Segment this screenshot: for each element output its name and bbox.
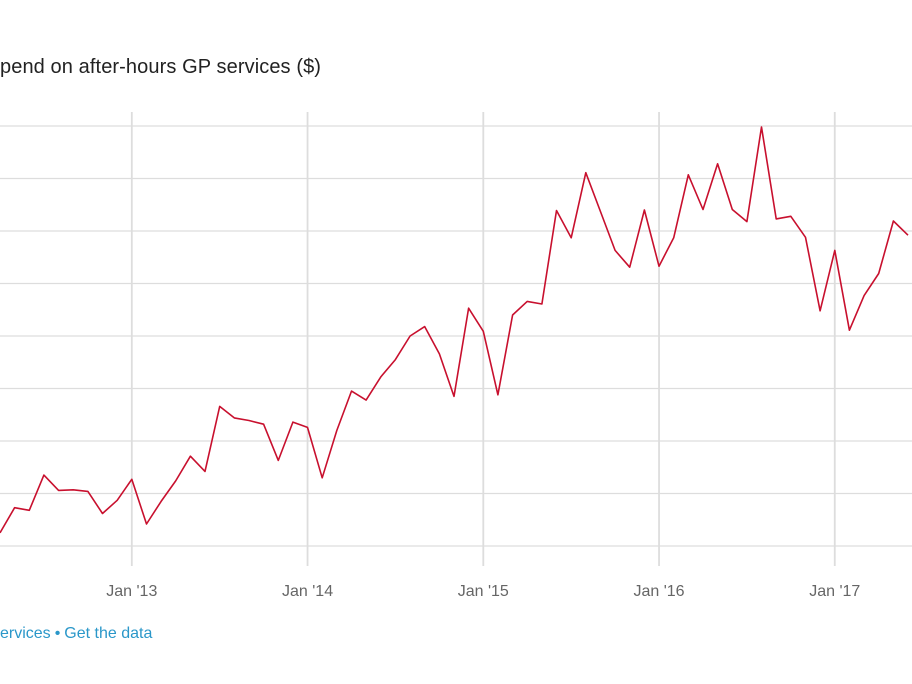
x-tick-label: Jan '14 (282, 583, 333, 600)
x-tick-label: Jan '17 (809, 583, 860, 600)
x-tick-labels: Jan '13 Jan '14 Jan '15 Jan '16 Jan '17 (106, 583, 860, 600)
series-line (0, 126, 909, 534)
get-data-link[interactable]: Get the data (64, 625, 153, 642)
vertical-gridlines (130, 112, 836, 566)
x-tick-label: Jan '16 (633, 583, 684, 600)
source-link[interactable]: ervices (0, 625, 51, 642)
chart-title: pend on after-hours GP services ($) (0, 56, 322, 78)
chart-footer: ervices • Get the data (0, 625, 152, 643)
series-group (0, 126, 909, 534)
x-tick-label: Jan '13 (106, 583, 157, 600)
footer-separator: • (54, 625, 61, 642)
x-tick-label: Jan '15 (458, 583, 509, 600)
horizontal-gridlines (0, 125, 912, 547)
